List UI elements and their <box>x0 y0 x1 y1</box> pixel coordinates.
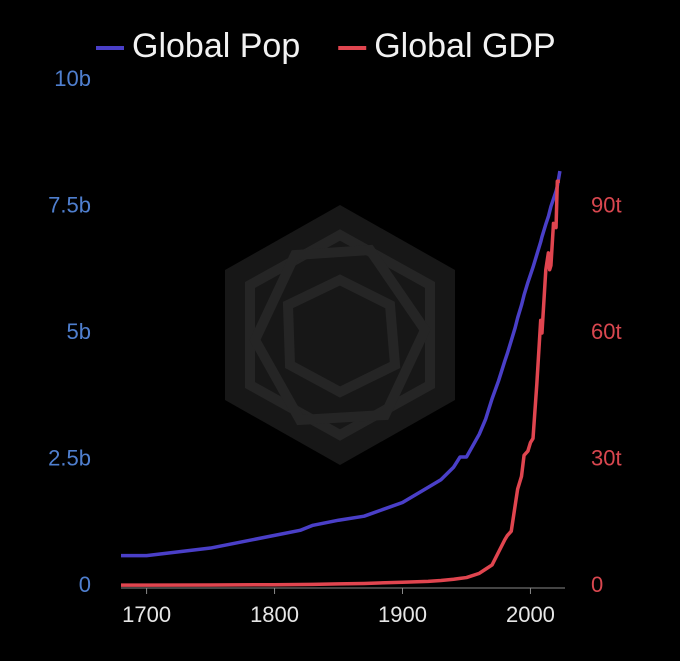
legend-label: Global GDP <box>374 27 555 65</box>
y2-tick-label: 60t <box>591 319 622 344</box>
y-tick-label: 5b <box>67 319 91 344</box>
y2-tick-label: 90t <box>591 192 622 217</box>
y-tick-label: 10b <box>54 66 91 91</box>
y2-tick-label: 30t <box>591 445 622 470</box>
x-tick-label: 1700 <box>122 602 171 627</box>
x-tick-label: 1900 <box>378 602 427 627</box>
y-tick-label: 7.5b <box>48 192 91 217</box>
y-tick-label: 0 <box>79 572 91 597</box>
y2-tick-label: 0 <box>591 572 603 597</box>
legend-label: Global Pop <box>132 27 300 65</box>
x-tick-label: 1800 <box>250 602 299 627</box>
watermark <box>225 205 455 465</box>
series-line <box>121 179 560 587</box>
series-line <box>121 170 562 558</box>
y-tick-label: 2.5b <box>48 445 91 470</box>
x-tick-label: 2000 <box>506 602 555 627</box>
